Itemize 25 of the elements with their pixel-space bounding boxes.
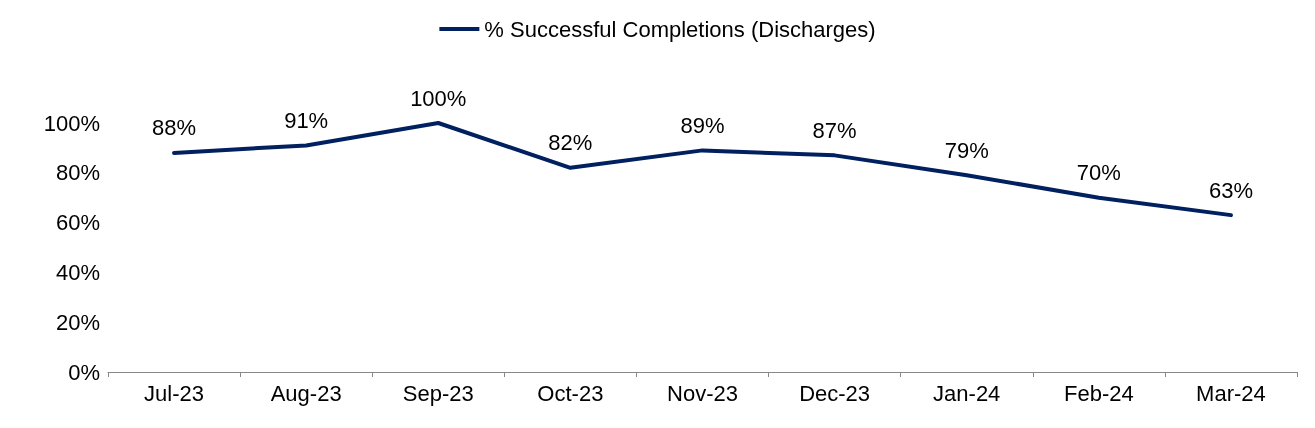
x-tick-label: Sep-23 — [402, 380, 474, 406]
data-label: 79% — [944, 137, 989, 163]
x-tick-label: Jul-23 — [144, 380, 205, 406]
x-tick-label: Dec-23 — [799, 380, 871, 406]
x-tick-label: Aug-23 — [270, 380, 342, 406]
legend-label: % Successful Completions (Discharges) — [484, 16, 876, 42]
x-tick-label: Jan-24 — [933, 380, 1001, 406]
y-tick-label: 60% — [55, 210, 100, 236]
data-label: 63% — [1208, 177, 1253, 203]
x-tick-label: Mar-24 — [1196, 380, 1266, 406]
y-tick-label: 80% — [55, 160, 100, 186]
x-tick-label: Nov-23 — [667, 380, 738, 406]
data-label: 91% — [284, 107, 329, 133]
data-label: 70% — [1076, 160, 1121, 186]
y-tick-label: 40% — [55, 259, 100, 285]
data-label: 87% — [812, 117, 857, 143]
y-tick-label: 20% — [55, 309, 100, 335]
x-tick-label: Oct-23 — [537, 380, 604, 406]
x-tick-label: Feb-24 — [1063, 380, 1134, 406]
y-tick-label: 100% — [43, 110, 100, 136]
y-tick-label: 0% — [68, 359, 100, 385]
data-label: 100% — [410, 85, 467, 111]
data-label: 89% — [680, 112, 725, 138]
data-label: 88% — [152, 115, 197, 141]
data-label: 82% — [548, 130, 593, 156]
